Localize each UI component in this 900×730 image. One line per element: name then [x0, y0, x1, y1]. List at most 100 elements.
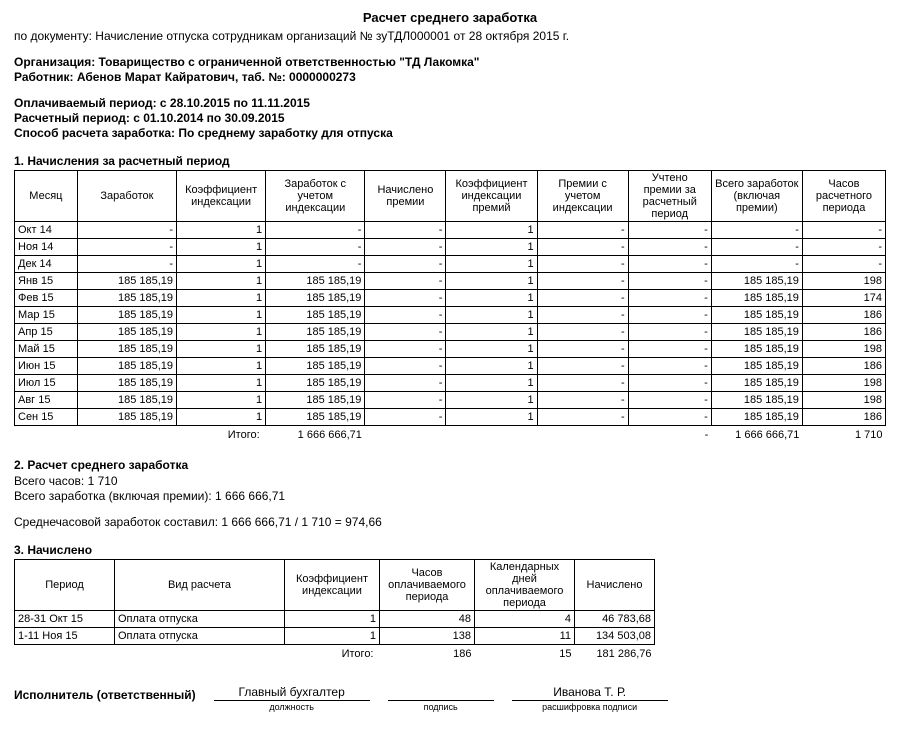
table-cell: -: [365, 222, 446, 239]
table-cell: 185 185,19: [77, 290, 176, 307]
table-cell: 1: [285, 611, 380, 628]
document-line-value: Начисление отпуска сотрудникам организац…: [95, 29, 569, 43]
section2-title: 2. Расчет среднего заработка: [14, 458, 886, 472]
table-cell: -: [365, 324, 446, 341]
table-cell: 1: [446, 341, 537, 358]
table-cell: -: [537, 392, 628, 409]
org-label: Организация:: [14, 55, 99, 69]
table-cell: 185 185,19: [77, 307, 176, 324]
table-cell: 185 185,19: [711, 273, 802, 290]
table-cell: -: [711, 222, 802, 239]
table-cell: -: [628, 222, 711, 239]
s2-avg: Среднечасовой заработок составил: 1 666 …: [14, 515, 886, 529]
t1-total-1: [365, 426, 446, 445]
accruals-totals-row: Итого: 1 666 666,71 - 1 666 666,71 1 710: [15, 426, 886, 445]
table-cell: Янв 15: [15, 273, 78, 290]
t1-total-0: 1 666 666,71: [266, 426, 365, 445]
signature-label: Исполнитель (ответственный): [14, 688, 196, 712]
signature-position: Главный бухгалтер: [214, 685, 370, 701]
table-row: Дек 14-1--1----: [15, 256, 886, 273]
payout-totals-row: Итого: 186 15 181 286,76: [15, 645, 655, 664]
table-cell: 186: [802, 409, 885, 426]
table-cell: 186: [802, 358, 885, 375]
table-cell: -: [537, 239, 628, 256]
t1-h2: Коэффициент индексации: [177, 171, 266, 222]
table-cell: Оплата отпуска: [115, 628, 285, 645]
table-cell: 185 185,19: [711, 324, 802, 341]
table-row: Ноя 14-1--1----: [15, 239, 886, 256]
worker-line: Работник: Абенов Марат Кайратович, таб. …: [14, 70, 886, 84]
table-cell: 1: [177, 222, 266, 239]
t1-total-4: -: [628, 426, 711, 445]
table-cell: -: [537, 256, 628, 273]
worker-label: Работник:: [14, 70, 77, 84]
table-cell: 1: [177, 290, 266, 307]
table-cell: -: [266, 239, 365, 256]
table-cell: -: [628, 392, 711, 409]
table-cell: 185 185,19: [77, 341, 176, 358]
t3-h5: Начислено: [575, 560, 655, 611]
worker-value: Абенов Марат Кайратович, таб. №: 0000000…: [77, 70, 356, 84]
table-cell: -: [711, 256, 802, 273]
table-cell: -: [628, 375, 711, 392]
table-cell: 1: [446, 222, 537, 239]
table-cell: -: [537, 409, 628, 426]
table-cell: Апр 15: [15, 324, 78, 341]
table-cell: -: [628, 273, 711, 290]
table-cell: 174: [802, 290, 885, 307]
table-cell: 185 185,19: [266, 375, 365, 392]
table-cell: -: [628, 409, 711, 426]
table-row: Авг 15185 185,191185 185,19-1--185 185,1…: [15, 392, 886, 409]
table-cell: 185 185,19: [77, 273, 176, 290]
t3-h4: Календарных дней оплачиваемого периода: [475, 560, 575, 611]
table-cell: Сен 15: [15, 409, 78, 426]
table-cell: -: [365, 409, 446, 426]
table-cell: -: [365, 341, 446, 358]
table-cell: -: [365, 307, 446, 324]
t3-h3: Часов оплачиваемого периода: [380, 560, 475, 611]
t1-h8: Всего заработок (включая премии): [711, 171, 802, 222]
table-cell: -: [537, 222, 628, 239]
t3-total-2: 181 286,76: [575, 645, 655, 664]
table-cell: 1: [446, 392, 537, 409]
table-cell: -: [628, 358, 711, 375]
org-value: Товарищество с ограниченной ответственно…: [99, 55, 480, 69]
t1-h4: Начислено премии: [365, 171, 446, 222]
table-cell: -: [77, 239, 176, 256]
t1-totals-label: Итого:: [177, 426, 266, 445]
table-cell: 1: [177, 409, 266, 426]
payout-header-row: Период Вид расчета Коэффициент индексаци…: [15, 560, 655, 611]
table-cell: -: [628, 290, 711, 307]
signature-sign-slot: подпись: [388, 685, 494, 712]
table-cell: -: [802, 256, 885, 273]
table-cell: 185 185,19: [266, 290, 365, 307]
table-cell: 134 503,08: [575, 628, 655, 645]
table-cell: 185 185,19: [711, 358, 802, 375]
table-cell: 1: [177, 341, 266, 358]
table-cell: 185 185,19: [266, 324, 365, 341]
table-row: Июн 15185 185,191185 185,19-1--185 185,1…: [15, 358, 886, 375]
table-cell: 198: [802, 341, 885, 358]
table-cell: 185 185,19: [77, 392, 176, 409]
table-cell: Окт 14: [15, 222, 78, 239]
table-cell: -: [537, 290, 628, 307]
table-cell: -: [537, 307, 628, 324]
table-cell: 1: [446, 307, 537, 324]
table-cell: -: [628, 239, 711, 256]
t1-total-3: [537, 426, 628, 445]
signature-name-cap: расшифровка подписи: [512, 702, 668, 712]
table-cell: -: [537, 341, 628, 358]
calc-period-value: с 01.10.2014 по 30.09.2015: [133, 111, 284, 125]
table-cell: 186: [802, 324, 885, 341]
table-row: 1-11 Ноя 15Оплата отпуска113811134 503,0…: [15, 628, 655, 645]
accruals-header-row: Месяц Заработок Коэффициент индексации З…: [15, 171, 886, 222]
table-cell: -: [365, 290, 446, 307]
table-cell: -: [77, 256, 176, 273]
paid-period-label: Оплачиваемый период:: [14, 96, 160, 110]
t1-h5: Коэффициент индексации премий: [446, 171, 537, 222]
table-cell: 1: [177, 273, 266, 290]
table-cell: -: [365, 256, 446, 273]
t1-h3: Заработок с учетом индексации: [266, 171, 365, 222]
calc-period-label: Расчетный период:: [14, 111, 133, 125]
table-cell: 185 185,19: [266, 341, 365, 358]
